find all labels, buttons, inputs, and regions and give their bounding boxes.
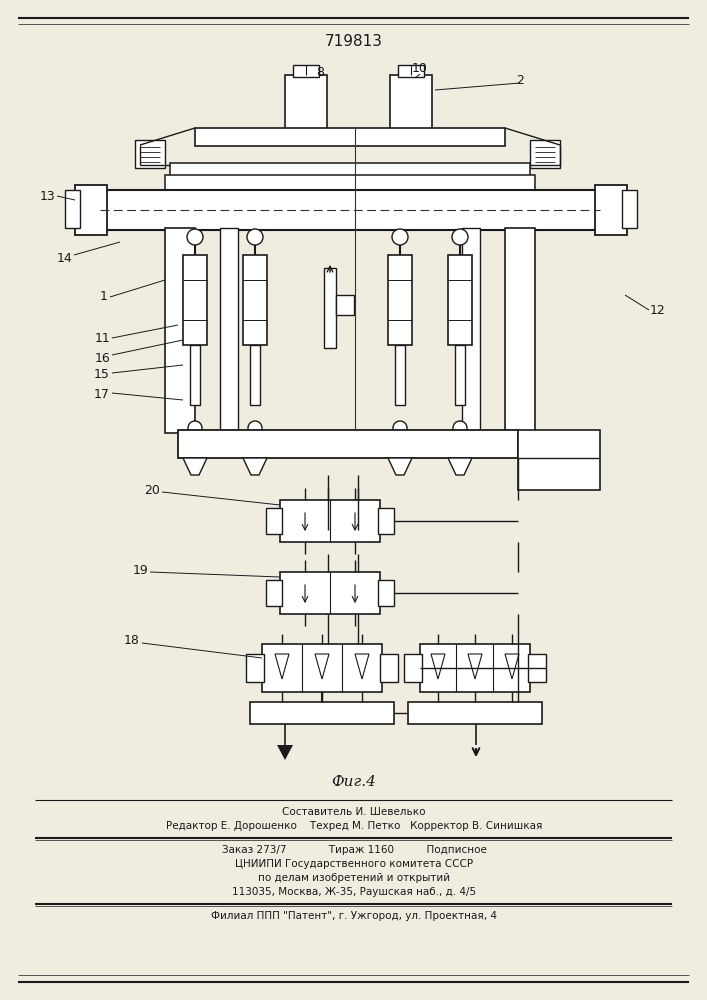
- Bar: [336, 295, 354, 315]
- Bar: [135, 140, 165, 168]
- Bar: [530, 140, 560, 168]
- Circle shape: [248, 421, 262, 435]
- Bar: [220, 228, 238, 433]
- Bar: [262, 644, 382, 692]
- Circle shape: [187, 229, 203, 245]
- Bar: [285, 75, 327, 130]
- Bar: [243, 255, 267, 345]
- Bar: [404, 654, 422, 682]
- Text: 13: 13: [40, 190, 55, 202]
- Bar: [420, 644, 530, 692]
- Text: 17: 17: [94, 388, 110, 401]
- Text: Филиал ППП "Патент", г. Ужгород, ул. Проектная, 4: Филиал ППП "Патент", г. Ужгород, ул. Про…: [211, 911, 497, 921]
- Bar: [65, 190, 80, 228]
- Circle shape: [453, 421, 467, 435]
- Text: 8: 8: [316, 66, 324, 79]
- Bar: [250, 345, 260, 405]
- Text: 12: 12: [650, 304, 666, 316]
- Bar: [165, 175, 535, 191]
- Text: Фиг.4: Фиг.4: [332, 775, 376, 789]
- Polygon shape: [448, 458, 472, 475]
- Text: 19: 19: [132, 564, 148, 576]
- Bar: [595, 185, 627, 235]
- Text: 11: 11: [94, 332, 110, 344]
- Bar: [183, 255, 207, 345]
- Bar: [170, 163, 530, 177]
- Text: 16: 16: [94, 352, 110, 364]
- Bar: [455, 345, 465, 405]
- Text: по делам изобретений и открытий: по делам изобретений и открытий: [258, 873, 450, 883]
- Text: ЦНИИПИ Государственного комитета СССР: ЦНИИПИ Государственного комитета СССР: [235, 859, 473, 869]
- Polygon shape: [275, 654, 289, 679]
- Text: Заказ 273/7             Тираж 1160          Подписное: Заказ 273/7 Тираж 1160 Подписное: [221, 845, 486, 855]
- Bar: [280, 572, 380, 614]
- Bar: [528, 654, 546, 682]
- Bar: [178, 430, 518, 458]
- Bar: [165, 228, 195, 433]
- Bar: [293, 65, 319, 77]
- Text: 719813: 719813: [325, 34, 383, 49]
- Text: 1: 1: [100, 290, 108, 304]
- Circle shape: [452, 229, 468, 245]
- Circle shape: [392, 229, 408, 245]
- Text: 20: 20: [144, 484, 160, 496]
- Circle shape: [188, 421, 202, 435]
- Bar: [505, 228, 535, 433]
- Bar: [250, 702, 394, 724]
- Bar: [388, 255, 412, 345]
- Polygon shape: [355, 654, 369, 679]
- Text: 10: 10: [412, 62, 428, 75]
- Text: 18: 18: [124, 634, 140, 647]
- Polygon shape: [468, 654, 482, 679]
- Polygon shape: [431, 654, 445, 679]
- Bar: [448, 255, 472, 345]
- Bar: [246, 654, 264, 682]
- Circle shape: [247, 229, 263, 245]
- Bar: [75, 185, 107, 235]
- Bar: [518, 430, 600, 490]
- Bar: [408, 702, 542, 724]
- Polygon shape: [315, 654, 329, 679]
- Bar: [266, 508, 282, 534]
- Bar: [622, 190, 637, 228]
- Polygon shape: [388, 458, 412, 475]
- Bar: [324, 268, 336, 348]
- Bar: [395, 345, 405, 405]
- Bar: [190, 345, 200, 405]
- Text: Редактор Е. Дорошенко    Техред М. Петко   Корректор В. Синишкая: Редактор Е. Дорошенко Техред М. Петко Ко…: [166, 821, 542, 831]
- Bar: [390, 75, 432, 130]
- Bar: [266, 580, 282, 606]
- Text: Составитель И. Шевелько: Составитель И. Шевелько: [282, 807, 426, 817]
- Bar: [378, 580, 394, 606]
- Bar: [195, 128, 505, 146]
- Bar: [280, 500, 380, 542]
- Text: 14: 14: [57, 251, 72, 264]
- Polygon shape: [277, 745, 293, 760]
- Circle shape: [393, 421, 407, 435]
- Bar: [462, 228, 480, 433]
- Text: 15: 15: [94, 368, 110, 381]
- Bar: [380, 654, 398, 682]
- Text: 113035, Москва, Ж-35, Раушская наб., д. 4/5: 113035, Москва, Ж-35, Раушская наб., д. …: [232, 887, 476, 897]
- Polygon shape: [183, 458, 207, 475]
- Polygon shape: [243, 458, 267, 475]
- Polygon shape: [505, 654, 519, 679]
- Text: 2: 2: [516, 74, 524, 87]
- Bar: [398, 65, 424, 77]
- Bar: [100, 190, 600, 230]
- Bar: [378, 508, 394, 534]
